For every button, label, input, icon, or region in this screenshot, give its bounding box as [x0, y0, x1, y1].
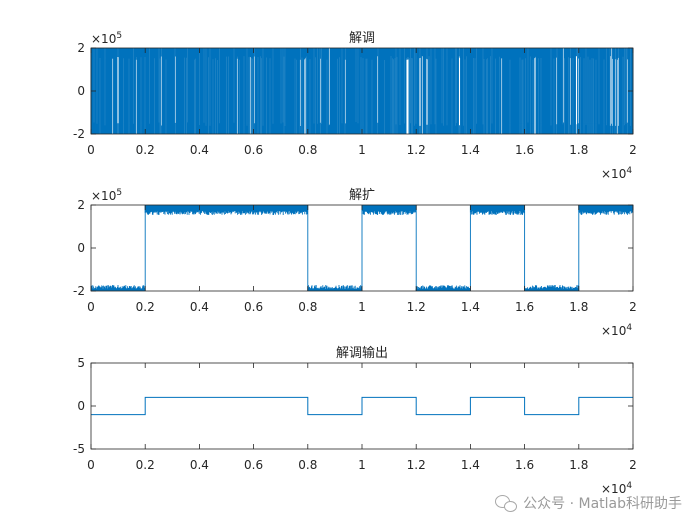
x-tick-label: 1.8	[569, 300, 588, 314]
series-line	[91, 396, 633, 416]
x-tick-label: 0.6	[244, 143, 263, 157]
y-tick-label: 5	[77, 356, 85, 370]
y-tick-label: 0	[77, 84, 85, 98]
x-tick-label: 1	[358, 300, 366, 314]
subplot-1: 0 0.2 0.4 0.6 0.8 1 1.2 1.4 1.6 1.8 2-202解调×105×10…	[73, 31, 637, 181]
x-tick-label: 1.4	[461, 143, 480, 157]
y-exponent-label: ×105	[91, 188, 122, 203]
wechat-icon	[495, 494, 518, 512]
x-tick-label: 0.2	[136, 300, 155, 314]
x-tick-label: 0	[87, 143, 95, 157]
x-tick-label: 0	[87, 300, 95, 314]
x-tick-label: 1.4	[461, 300, 480, 314]
watermark-text: 公众号 · Matlab科研助手	[523, 496, 682, 512]
x-tick-label: 1.2	[407, 143, 426, 157]
x-tick-label: 0.4	[190, 458, 209, 472]
x-tick-label: 1.6	[515, 300, 534, 314]
y-tick-label: -2	[73, 284, 85, 298]
watermark: 公众号 · Matlab科研助手	[495, 493, 682, 513]
x-tick-label: 1.8	[569, 458, 588, 472]
output-trace	[91, 396, 633, 416]
x-tick-label: 0.2	[136, 143, 155, 157]
x-tick-label: 0.6	[244, 300, 263, 314]
x-tick-label: 0.4	[190, 300, 209, 314]
x-tick-label: 0.2	[136, 458, 155, 472]
x-tick-label: 1.4	[461, 458, 480, 472]
y-exponent-label: ×105	[91, 31, 122, 46]
subplot-title: 解扩	[349, 188, 375, 203]
y-tick-label: -5	[73, 442, 85, 456]
y-tick-label: 0	[77, 399, 85, 413]
subplot-title: 解调	[349, 31, 375, 46]
x-tick-label: 1.2	[407, 458, 426, 472]
x-tick-label: 2	[629, 458, 637, 472]
x-exponent-label: ×104	[601, 166, 632, 181]
y-tick-label: 2	[77, 198, 85, 212]
subplot-2: 0 0.2 0.4 0.6 0.8 1 1.2 1.4 1.6 1.8 2-202解扩×105×10…	[73, 188, 637, 338]
x-tick-label: 1	[358, 143, 366, 157]
y-tick-label: -2	[73, 127, 85, 141]
x-tick-label: 2	[629, 300, 637, 314]
x-tick-label: 1	[358, 458, 366, 472]
x-tick-label: 0.6	[244, 458, 263, 472]
signal-trace	[90, 48, 634, 134]
x-exponent-label: ×104	[601, 323, 632, 338]
subplot-title: 解调输出	[336, 345, 388, 361]
x-tick-label: 0.4	[190, 143, 209, 157]
x-tick-label: 0.8	[298, 458, 317, 472]
x-tick-label: 0	[87, 458, 95, 472]
x-tick-label: 1.8	[569, 143, 588, 157]
y-tick-label: 2	[77, 41, 85, 55]
x-tick-label: 1.6	[515, 143, 534, 157]
x-tick-label: 0.8	[298, 300, 317, 314]
x-exponent-label: ×104	[601, 481, 632, 496]
x-tick-label: 2	[629, 143, 637, 157]
x-tick-label: 0.8	[298, 143, 317, 157]
series-line	[90, 48, 634, 134]
x-tick-label: 1.2	[407, 300, 426, 314]
x-tick-label: 1.6	[515, 458, 534, 472]
y-tick-label: 0	[77, 241, 85, 255]
